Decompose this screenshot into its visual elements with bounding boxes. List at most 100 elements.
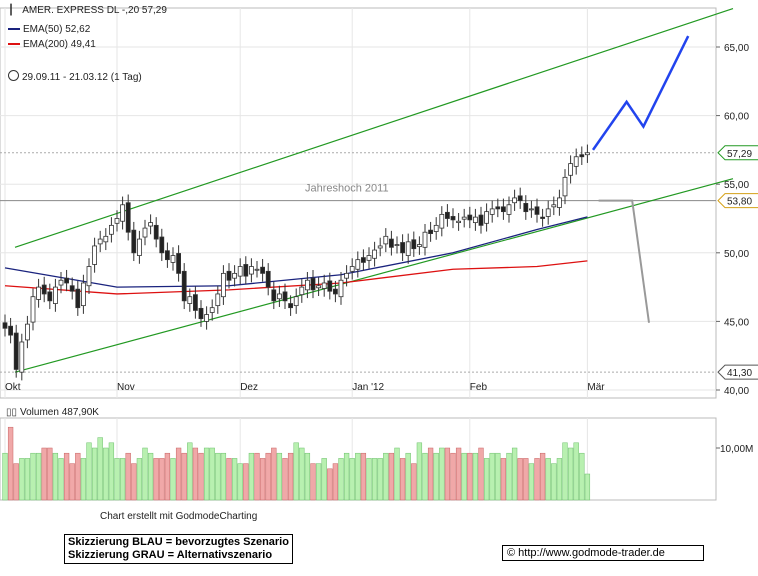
volume-bar	[388, 452, 395, 501]
volume-bar	[19, 458, 25, 501]
source-url-box[interactable]: © http://www.godmode-trader.de	[502, 545, 704, 561]
volume-bar	[187, 442, 193, 501]
candle-body	[433, 224, 439, 232]
ema50-swatch	[8, 28, 20, 31]
candle-body	[243, 264, 249, 277]
candle-body	[478, 214, 484, 226]
candle-body	[394, 244, 400, 246]
volume-bar	[427, 447, 434, 501]
volume-bar	[489, 452, 495, 501]
ticker-text: AMER. EXPRESS DL -,20 57,29	[22, 5, 167, 16]
volume-bar	[399, 458, 406, 501]
candle-body	[439, 213, 445, 229]
candle-body	[30, 296, 36, 323]
candle-body	[164, 250, 170, 261]
volume-bar	[483, 458, 490, 501]
volume-bar	[332, 463, 339, 501]
candle-body	[500, 206, 506, 213]
x-tick-label: Jan '12	[352, 382, 384, 393]
candle-body	[579, 154, 585, 158]
volume-bar	[58, 458, 64, 501]
candle-body	[461, 216, 467, 220]
y-tick-label: 55,00	[724, 180, 749, 191]
candle-body	[131, 229, 137, 254]
volume-bar	[545, 458, 551, 501]
candle-body	[265, 270, 271, 288]
candle-body	[422, 231, 428, 248]
volume-bar	[114, 458, 120, 501]
price-tag-box	[717, 364, 758, 380]
candle-body	[472, 216, 478, 224]
candle-body	[41, 284, 47, 295]
candle-body	[512, 197, 517, 204]
volume-bar	[506, 452, 512, 501]
volume-bar	[75, 452, 81, 501]
candle-body	[198, 307, 204, 320]
volume-bar	[41, 447, 47, 501]
volume-bar	[231, 458, 238, 501]
x-tick-label: Mär	[587, 382, 605, 393]
candle-body	[142, 227, 148, 238]
volume-bar	[259, 458, 266, 501]
x-tick-label: Dez	[240, 382, 258, 393]
price-tag-label: 57,29	[727, 149, 752, 160]
volume-bar	[276, 452, 283, 501]
candle-body	[36, 286, 41, 300]
volume-bar	[567, 447, 574, 501]
volume-bar	[265, 452, 271, 501]
candle-body	[271, 289, 277, 302]
volume-bar	[310, 463, 316, 501]
volume-bar	[131, 463, 137, 501]
blue-scenario-path	[591, 35, 690, 151]
volume-bar	[573, 442, 579, 501]
volume-legend: ▯▯ Volumen 487,90K	[6, 407, 99, 418]
candle-body	[47, 291, 53, 302]
volume-bar	[119, 458, 126, 501]
candle-body	[411, 239, 417, 250]
candle-body	[366, 255, 372, 261]
y-tick-label: 65,00	[724, 43, 749, 54]
clock-icon	[8, 70, 19, 81]
candle-body	[136, 238, 142, 256]
volume-bar	[299, 447, 305, 501]
candle-body	[86, 266, 92, 287]
volume-bar	[181, 452, 187, 501]
candle-body	[187, 296, 193, 304]
candle-body	[220, 272, 226, 298]
note-gray-scenario: Skizzierung GRAU = Alternativszenario	[68, 549, 273, 561]
candle-body	[534, 206, 540, 215]
ema50-legend: EMA(50) 52,62	[8, 24, 90, 35]
volume-bar	[293, 442, 299, 501]
volume-bar	[444, 447, 451, 501]
candle-body	[176, 253, 182, 274]
volume-bar	[86, 442, 92, 501]
volume-bar	[13, 463, 19, 501]
volume-bar	[467, 452, 473, 501]
volume-bar	[192, 447, 199, 501]
candle-body	[467, 214, 473, 221]
y-tick-label: 60,00	[724, 112, 749, 123]
candle-body	[64, 277, 69, 284]
candle-body	[125, 202, 131, 233]
volume-bar	[495, 452, 501, 501]
candle-body	[388, 238, 394, 248]
chart-credit: Chart erstellt mit GodmodeCharting	[100, 511, 258, 522]
volume-bar	[69, 463, 75, 501]
volume-bar	[338, 458, 344, 501]
volume-bar	[405, 452, 411, 501]
candle-body	[557, 197, 562, 208]
volume-bar	[30, 452, 36, 501]
volume-bar	[517, 458, 523, 501]
source-url[interactable]: © http://www.godmode-trader.de	[507, 547, 665, 559]
candle-body	[332, 288, 338, 295]
volume-bar	[562, 442, 568, 501]
candle-body	[192, 294, 198, 311]
channel-lower-line	[14, 178, 734, 373]
volume-bar	[287, 452, 294, 501]
date-range-text: 29.09.11 - 21.03.12 (1 Tag)	[22, 72, 142, 83]
candle-body	[237, 266, 243, 277]
ema50-line	[4, 216, 588, 288]
candle-body	[254, 268, 260, 271]
candle-body	[209, 307, 215, 313]
